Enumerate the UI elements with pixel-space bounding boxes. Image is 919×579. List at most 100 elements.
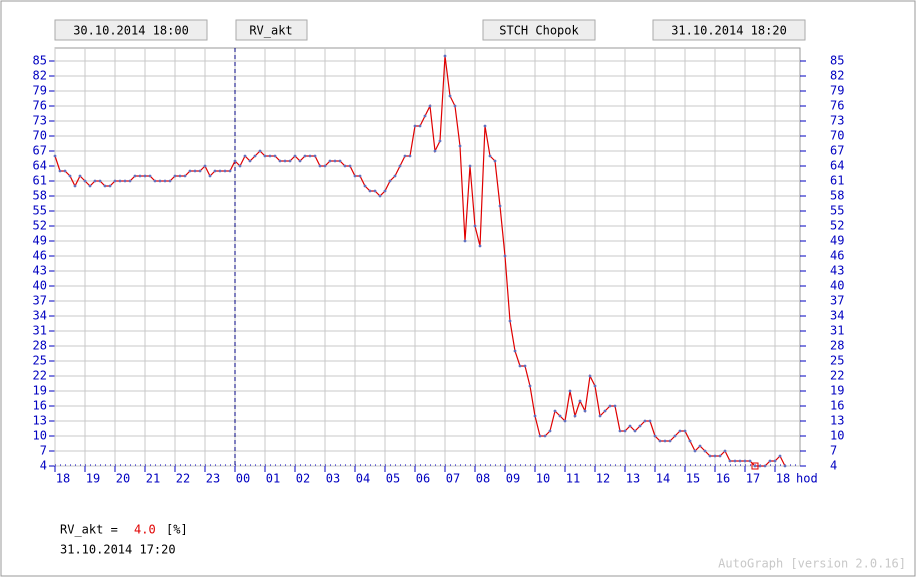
data-point [168, 179, 172, 183]
data-point [68, 174, 72, 178]
data-point [613, 404, 617, 408]
x-tick-label: 00 [236, 472, 250, 486]
data-point [278, 159, 282, 163]
y2-tick-label: 79 [830, 84, 844, 98]
data-point [538, 434, 542, 438]
data-point [408, 154, 412, 158]
y-tick-label: 16 [33, 399, 47, 413]
data-point [473, 224, 477, 228]
data-point [623, 429, 627, 433]
data-point [78, 174, 82, 178]
data-point [213, 169, 217, 173]
y2-tick-label: 28 [830, 339, 844, 353]
data-point [303, 154, 307, 158]
data-point [173, 174, 177, 178]
data-point [638, 424, 642, 428]
data-point [223, 169, 227, 173]
y2-tick-label: 10 [830, 429, 844, 443]
data-point [208, 174, 212, 178]
y-tick-label: 46 [33, 249, 47, 263]
y-tick-label: 43 [33, 264, 47, 278]
x-tick-label: 19 [86, 472, 100, 486]
data-point [713, 454, 717, 458]
data-point [688, 439, 692, 443]
data-point [428, 104, 432, 108]
data-point [708, 454, 712, 458]
y-tick-label: 70 [33, 129, 47, 143]
end-time: 31.10.2014 18:20 [671, 24, 787, 38]
data-point [328, 159, 332, 163]
y-tick-label: 52 [33, 219, 47, 233]
data-point [128, 179, 132, 183]
y2-tick-label: 22 [830, 369, 844, 383]
data-point [743, 459, 747, 463]
x-tick-label: 18 [776, 472, 790, 486]
data-point [83, 179, 87, 183]
y-tick-label: 85 [33, 54, 47, 68]
data-point [238, 164, 242, 168]
data-point [108, 184, 112, 188]
readout-unit: [%] [166, 523, 188, 537]
y2-tick-label: 43 [830, 264, 844, 278]
data-point [723, 449, 727, 453]
data-point [698, 444, 702, 448]
data-point [363, 184, 367, 188]
data-point [183, 174, 187, 178]
y-tick-label: 58 [33, 189, 47, 203]
header-box [652, 19, 806, 41]
y2-tick-label: 7 [830, 444, 837, 458]
y-tick-label: 7 [40, 444, 47, 458]
data-point [543, 434, 547, 438]
data-point [443, 54, 447, 58]
data-point [593, 384, 597, 388]
x-tick-label: 21 [146, 472, 160, 486]
data-point [353, 174, 357, 178]
data-point [498, 204, 502, 208]
data-point [433, 149, 437, 153]
data-point [318, 164, 322, 168]
y2-tick-label: 46 [830, 249, 844, 263]
data-point [588, 374, 592, 378]
header-box [482, 19, 596, 41]
y-tick-label: 22 [33, 369, 47, 383]
y-tick-label: 4 [40, 459, 47, 473]
data-point [138, 174, 142, 178]
data-point [118, 179, 122, 183]
data-point [383, 189, 387, 193]
data-point [163, 179, 167, 183]
x-tick-label: 02 [296, 472, 310, 486]
data-point [253, 154, 257, 158]
data-point [683, 429, 687, 433]
data-point [778, 454, 782, 458]
data-point [653, 434, 657, 438]
data-point [523, 364, 527, 368]
data-point [488, 154, 492, 158]
data-point [783, 464, 787, 468]
x-tick-label: 07 [446, 472, 460, 486]
data-point [598, 414, 602, 418]
data-point [233, 159, 237, 163]
y2-tick-label: 13 [830, 414, 844, 428]
readout-time: 31.10.2014 17:20 [60, 543, 176, 557]
data-point [388, 179, 392, 183]
data-point [228, 169, 232, 173]
readout-name: RV_akt = [60, 523, 118, 537]
y2-tick-label: 61 [830, 174, 844, 188]
data-point [573, 414, 577, 418]
data-point [308, 154, 312, 158]
data-point [673, 434, 677, 438]
data-point [153, 179, 157, 183]
footer: AutoGraph [version 2.0.16] [718, 557, 906, 571]
x-tick-label: 14 [656, 472, 670, 486]
y2-tick-label: 4 [830, 459, 837, 473]
data-point [528, 384, 532, 388]
x-tick-label: 17 [746, 472, 760, 486]
data-point [763, 464, 767, 468]
data-point [398, 164, 402, 168]
y2-tick-label: 67 [830, 144, 844, 158]
y-tick-label: 73 [33, 114, 47, 128]
y-tick-label: 31 [33, 324, 47, 338]
data-point [668, 439, 672, 443]
data-point [603, 409, 607, 413]
